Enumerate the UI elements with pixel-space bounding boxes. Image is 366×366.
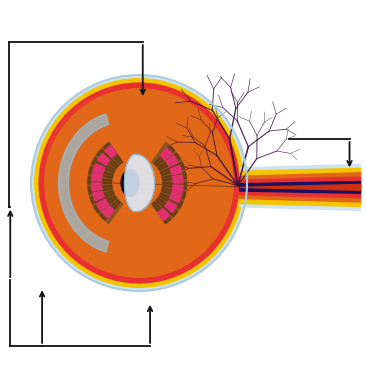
Wedge shape bbox=[90, 190, 114, 204]
Wedge shape bbox=[94, 195, 117, 213]
Circle shape bbox=[59, 106, 190, 238]
Polygon shape bbox=[173, 175, 183, 183]
Wedge shape bbox=[88, 185, 112, 194]
Polygon shape bbox=[240, 184, 361, 190]
Polygon shape bbox=[240, 177, 361, 198]
Circle shape bbox=[73, 120, 176, 224]
Wedge shape bbox=[97, 149, 119, 168]
Polygon shape bbox=[158, 208, 169, 220]
Circle shape bbox=[31, 75, 247, 291]
Circle shape bbox=[101, 149, 148, 195]
Circle shape bbox=[35, 79, 243, 287]
Polygon shape bbox=[59, 114, 109, 252]
Wedge shape bbox=[89, 167, 113, 178]
Wedge shape bbox=[152, 202, 171, 224]
Wedge shape bbox=[88, 177, 112, 184]
Wedge shape bbox=[100, 200, 120, 220]
Circle shape bbox=[45, 89, 233, 277]
Polygon shape bbox=[172, 185, 183, 193]
Polygon shape bbox=[240, 173, 361, 202]
Polygon shape bbox=[170, 165, 182, 175]
Polygon shape bbox=[240, 164, 361, 210]
Polygon shape bbox=[160, 148, 172, 160]
Wedge shape bbox=[161, 188, 186, 199]
Wedge shape bbox=[88, 142, 123, 224]
Wedge shape bbox=[162, 172, 186, 181]
Circle shape bbox=[45, 89, 233, 277]
Circle shape bbox=[45, 92, 204, 252]
Wedge shape bbox=[158, 153, 180, 171]
Polygon shape bbox=[97, 199, 109, 210]
Wedge shape bbox=[92, 157, 115, 173]
Wedge shape bbox=[154, 146, 175, 166]
Polygon shape bbox=[170, 192, 182, 202]
Polygon shape bbox=[92, 173, 102, 181]
Polygon shape bbox=[93, 164, 105, 174]
Polygon shape bbox=[93, 191, 104, 201]
Polygon shape bbox=[240, 168, 361, 206]
Wedge shape bbox=[159, 193, 183, 209]
Polygon shape bbox=[165, 201, 177, 212]
Polygon shape bbox=[92, 183, 102, 191]
Wedge shape bbox=[156, 198, 178, 217]
Polygon shape bbox=[124, 154, 154, 212]
Wedge shape bbox=[104, 142, 123, 164]
Polygon shape bbox=[105, 146, 117, 158]
Wedge shape bbox=[163, 182, 187, 189]
Ellipse shape bbox=[121, 170, 139, 196]
Polygon shape bbox=[166, 156, 178, 167]
Circle shape bbox=[87, 134, 162, 210]
Polygon shape bbox=[240, 182, 361, 193]
Circle shape bbox=[39, 83, 239, 283]
Polygon shape bbox=[98, 154, 110, 165]
Wedge shape bbox=[152, 142, 187, 224]
Wedge shape bbox=[160, 162, 184, 176]
Polygon shape bbox=[102, 206, 114, 218]
